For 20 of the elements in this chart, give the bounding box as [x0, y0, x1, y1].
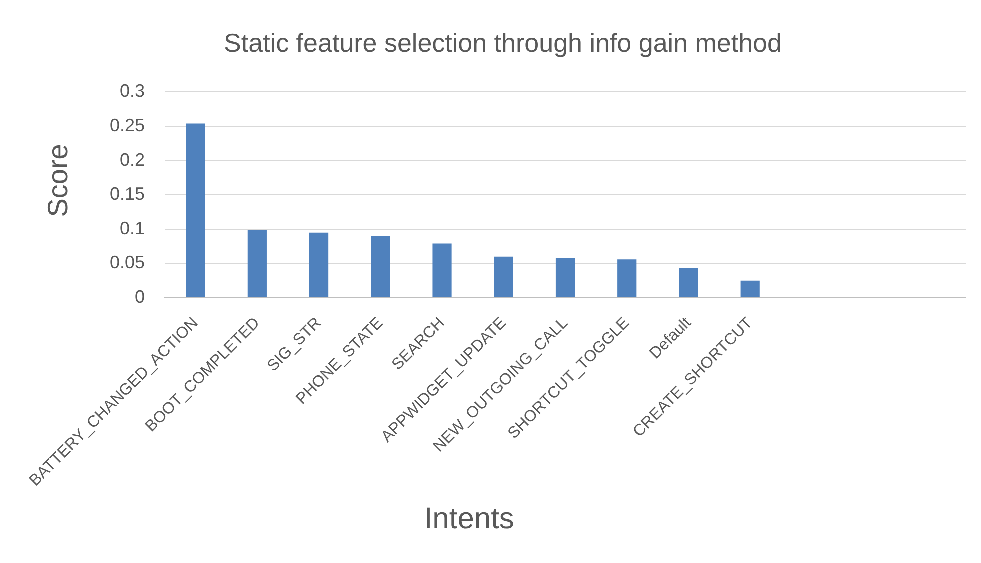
y-tick-label: 0.1: [120, 218, 145, 238]
bar: [556, 258, 576, 298]
bar: [309, 232, 329, 298]
y-tick-label: 0.15: [110, 184, 145, 204]
x-axis-title: Intents: [424, 502, 514, 536]
bar: [186, 124, 206, 298]
y-tick-label: 0.05: [110, 252, 145, 273]
bar: [679, 268, 698, 298]
y-tick-label: 0.3: [120, 81, 145, 102]
y-tick-label: 0: [134, 286, 145, 307]
chart-title: Static feature selection through info gain method: [224, 28, 782, 58]
bar: [740, 280, 760, 298]
y-axis-title: Score: [42, 144, 74, 218]
bar: [494, 256, 514, 298]
bar: [432, 244, 452, 298]
bar: [618, 260, 637, 298]
bar: [248, 230, 267, 298]
y-tick-label: 0.25: [110, 115, 145, 136]
y-tick-label: 0.2: [120, 150, 145, 170]
bar: [371, 236, 390, 298]
